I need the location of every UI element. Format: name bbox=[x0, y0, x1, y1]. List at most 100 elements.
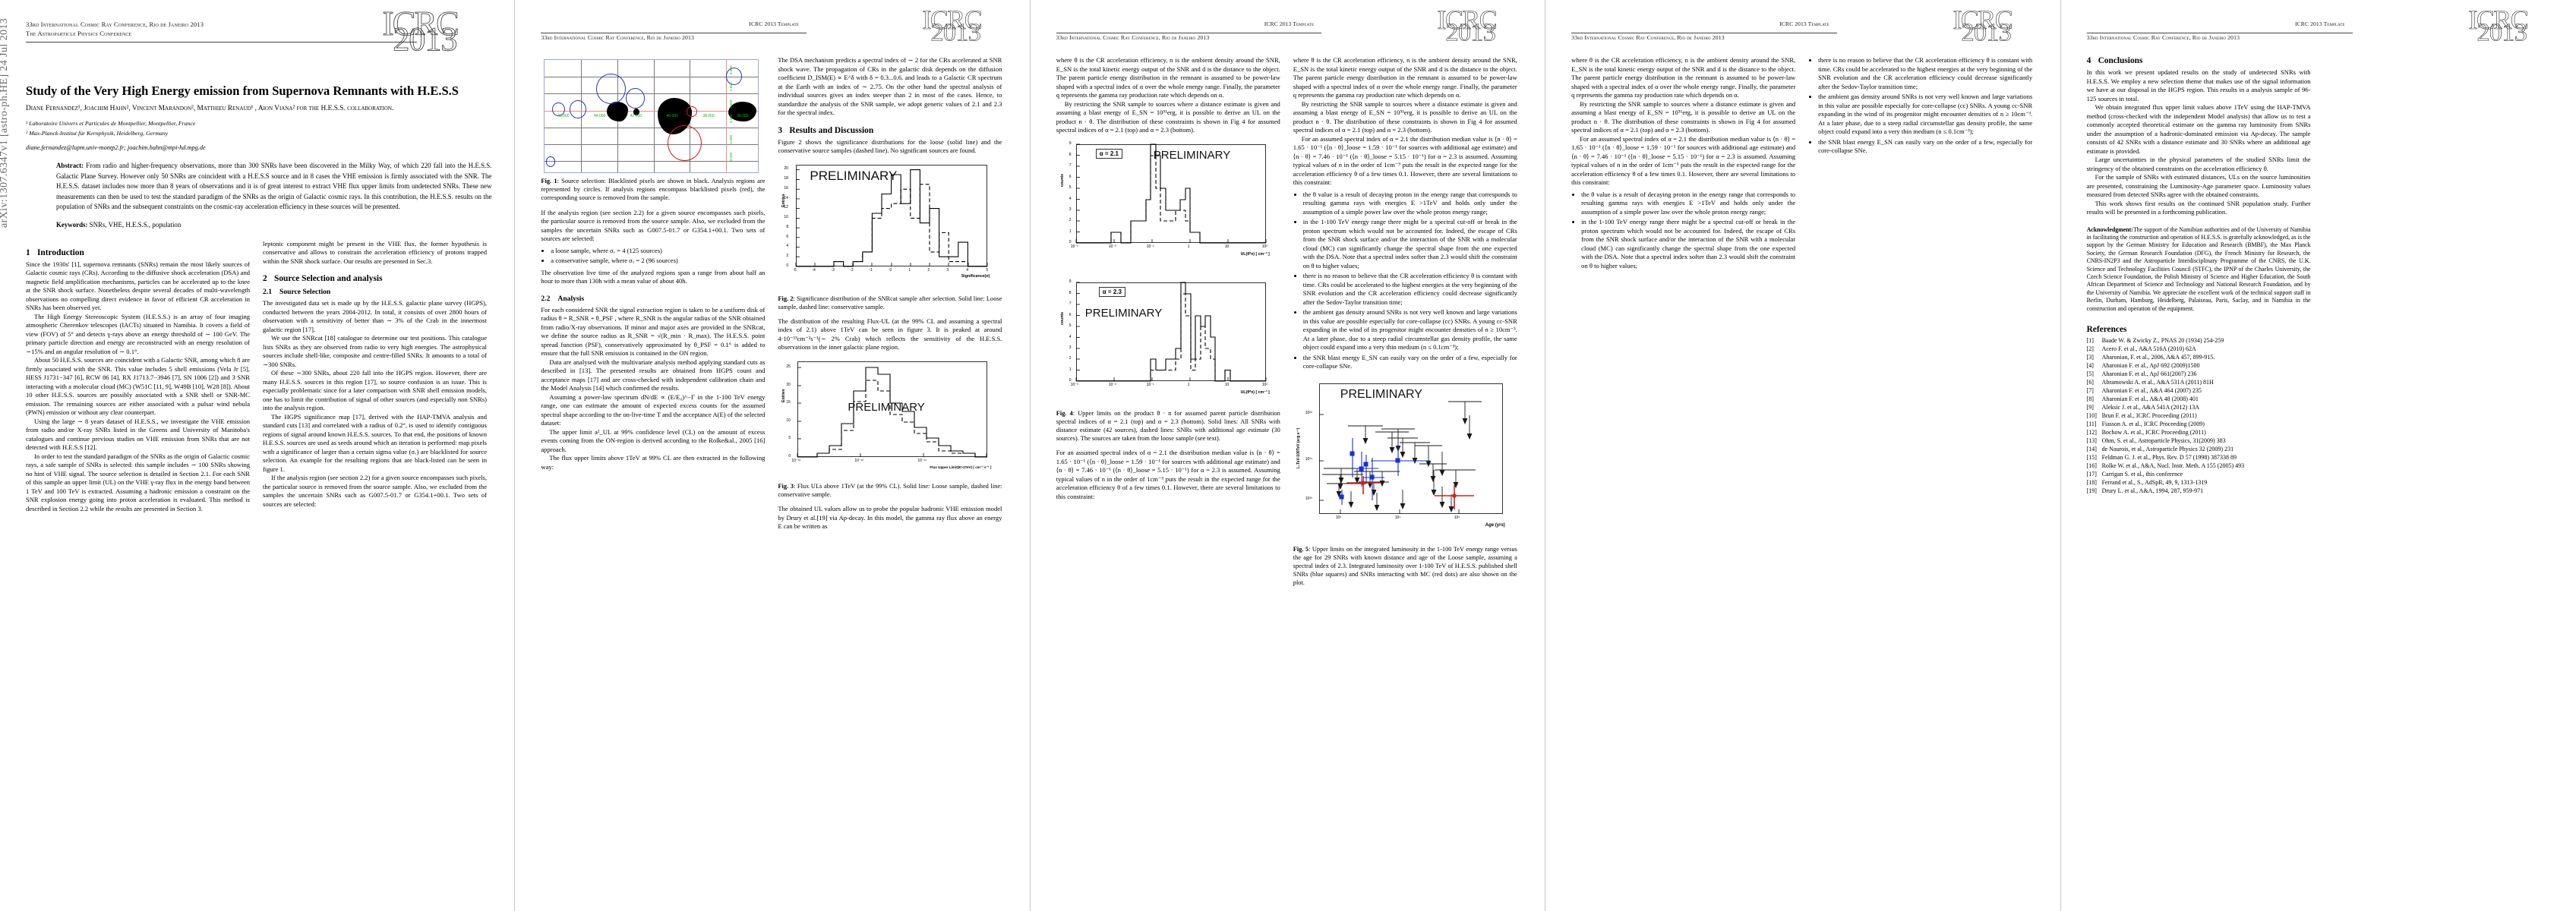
page3-col-right: where θ is the CR acceleration efficienc… bbox=[1293, 56, 1517, 594]
page1-col-right: leptonic component might be present in t… bbox=[263, 240, 487, 514]
list-item: the SNR blast energy E_SN can easily var… bbox=[1303, 354, 1517, 371]
fig1-caption: Fig. 1: Source selection: Blacklisted pi… bbox=[541, 177, 765, 203]
fig5-ytick: 10³⁴ bbox=[1305, 456, 1313, 462]
skymap-xtick: 36.000 bbox=[737, 114, 749, 119]
list-item: there is no reason to believe that the C… bbox=[1818, 56, 2032, 91]
fig2-xtick: 3 bbox=[946, 267, 949, 273]
affiliation-2: ² Max-Planck-Institut für Kernphysik, He… bbox=[26, 129, 169, 137]
source-sample-bullets: a loose sample, where σᵥ = 4 (125 source… bbox=[541, 247, 765, 266]
page-2: ICRC 2013 Template 33rd International Co… bbox=[515, 0, 1031, 911]
page-4: ICRC 2013 Template 33rd International Co… bbox=[1545, 0, 2061, 911]
subsection-title: Analysis bbox=[557, 294, 585, 303]
reference-text: Aharonian, F. et al., 2006, A&A 457, 899… bbox=[2101, 353, 2215, 361]
page2-col-left: 46.000 44.000 42.000 40.000 38.000 36.00… bbox=[541, 56, 765, 531]
reference-item: [10] Brun F. et al., ICRC Proceeding (201… bbox=[2087, 412, 2311, 421]
fig3-label: Fig. 3 bbox=[778, 482, 794, 490]
reference-text: Acero F. et al., A&A 516A (2010) 62A bbox=[2101, 345, 2196, 352]
fig5-xtick: 10⁵ bbox=[1454, 515, 1460, 520]
reference-number: [13] bbox=[2086, 437, 2097, 444]
results-restricting-para: By restricting the SNR sample to sources… bbox=[1571, 99, 1796, 134]
reference-item: [1] Baade W. & Zwicky Z., PNAS 20 (1934) … bbox=[2087, 337, 2311, 345]
keywords-text: SNRs, VHE, H.E.S.S., population bbox=[89, 220, 182, 229]
runhead-line1: 33rd International Cosmic Ray Conference… bbox=[1056, 34, 1210, 41]
reference-item: [15] Feldman G. J. et al., Phys. Rev. D 5… bbox=[2087, 454, 2311, 462]
fig4-top-xtick: 1 bbox=[1187, 244, 1190, 249]
running-head: ICRC 2013 Template 33rd International Co… bbox=[1056, 6, 1522, 56]
fig4-bottom-ytick: 8 bbox=[1069, 290, 1072, 295]
reference-item: [8] Aharonian F. et al., A&A 48 (2008) 40… bbox=[2087, 396, 2311, 404]
fig4-top-xlabel: UL(θ*n) [ cm⁻³ ] bbox=[1240, 251, 1270, 257]
results-para-4: where θ is the CR acceleration efficienc… bbox=[1056, 56, 1280, 99]
reference-item: [9] Aleksic J. et al., A&A 541A (2012) 13… bbox=[2087, 404, 2311, 412]
running-head: 33rd International Cosmic Ray Conference… bbox=[26, 5, 491, 73]
results-para-2: The distribution of the resulting Flux-U… bbox=[778, 317, 1002, 351]
results-constraint-para: For an assumed spectral index of α = 2.1… bbox=[1571, 134, 1796, 187]
skymap-ytick: 3.000 bbox=[729, 65, 734, 75]
fig2-xtick: -2 bbox=[850, 267, 854, 273]
sel-para-1: The investigated data set is made up by … bbox=[263, 299, 487, 333]
list-item: a conservative sample, where σᵥ = 2 (96 … bbox=[551, 257, 765, 266]
runhead-line1: 33rd International Cosmic Ray Conference… bbox=[541, 34, 695, 41]
sel-para-3: Of these ∼300 SNRs, about 220 fall into … bbox=[263, 369, 487, 412]
runhead-line1: 33rd International Cosmic Ray Conference… bbox=[1571, 34, 1725, 41]
page1-columns: 1 Introduction Since the 1930s' [1], supe… bbox=[26, 240, 491, 514]
reference-number: [11] bbox=[2086, 420, 2097, 427]
results-para-6: For an assumed spectral index of α = 2.1… bbox=[1056, 449, 1280, 500]
fig2-ytick: 20 bbox=[784, 165, 788, 171]
fig3-fluxul-chart: Entries PRELIMINARY bbox=[778, 356, 993, 478]
fig4-top-xtick: 10⁻³ bbox=[1070, 244, 1078, 249]
acknowledgements-label: Acknowledgment: bbox=[2086, 225, 2133, 233]
fig4-top-ytick: 1 bbox=[1069, 229, 1072, 234]
fig4-bottom-xtick: 10 bbox=[1224, 382, 1230, 387]
reference-item: [19] Drury L. et al., A&A, 1994, 287, 959… bbox=[2087, 487, 2311, 496]
section-number: 1 bbox=[26, 247, 30, 257]
fig4-bottom-preliminary-watermark: PRELIMINARY bbox=[1084, 306, 1163, 320]
keywords-label: Keywords: bbox=[56, 220, 88, 229]
fig2-label: Fig. 2 bbox=[778, 295, 794, 302]
fig2-significance-chart: Entries PRELIMINARY bbox=[778, 159, 993, 291]
fig5-xlabel: Age (yrs) bbox=[1485, 522, 1505, 528]
runhead-template: ICRC 2013 Template bbox=[749, 20, 799, 27]
runhead-template: ICRC 2013 Template bbox=[1779, 20, 1829, 27]
fig2-ytick: 4 bbox=[786, 243, 789, 248]
analysis-para-2: Data are analysed with the multivariate … bbox=[541, 358, 766, 392]
runhead-line2: The Astroparticle Physics Conference bbox=[26, 30, 132, 37]
analysis-region-circle-excluded bbox=[687, 106, 698, 118]
fig3-preliminary-watermark: PRELIMINARY bbox=[848, 400, 925, 414]
section-number: 2 bbox=[263, 274, 267, 284]
fig4-top-ytick: 7 bbox=[1069, 162, 1072, 168]
fig5-scatter-markers bbox=[1318, 401, 1482, 514]
conclusion-para-1: In this work we present updated results … bbox=[2086, 68, 2311, 102]
results-para-1: Figure 2 shows the significance distribu… bbox=[778, 137, 1002, 155]
fig2-xlabel: Significance(σ) bbox=[961, 273, 990, 279]
analysis-region-circle-excluded bbox=[667, 125, 702, 162]
runhead-line1: 33rd International Cosmic Ray Conference… bbox=[2086, 34, 2240, 41]
reference-text: Bochow A. et al., ICRC Proceeding (2011) bbox=[2101, 428, 2206, 436]
fig3-ytick: 15 bbox=[786, 399, 791, 405]
page-5: ICRC 2013 Template 33rd International Co… bbox=[2060, 0, 2576, 911]
running-head: ICRC 2013 Template 33rd International Co… bbox=[541, 6, 1006, 56]
sel-after-bullets: The observation live time of the analyze… bbox=[541, 268, 766, 285]
fig4-caption: Fig. 4: Upper limits on the product θ · … bbox=[1056, 409, 1280, 443]
list-item: in the 1-100 TeV energy range there migh… bbox=[1581, 218, 1795, 270]
fig4-top-ytick: 9 bbox=[1069, 140, 1072, 146]
list-item: the SNR blast energy E_SN can easily var… bbox=[1818, 138, 2032, 156]
fig5-luminosity-age-chart: L₁TeV-100TeV (erg s⁻¹) PRELIMINARY bbox=[1293, 378, 1508, 541]
skymap-ytick: 2.000 bbox=[729, 82, 734, 92]
section-heading-introduction: 1 Introduction bbox=[26, 248, 250, 257]
fig2-xtick: -5 bbox=[793, 267, 797, 273]
abstract-text: From radio and higher-frequency observat… bbox=[56, 162, 492, 211]
reference-number: [2] bbox=[2086, 345, 2094, 352]
reference-number: [16] bbox=[2086, 462, 2097, 469]
list-item: a loose sample, where σᵥ = 4 (125 source… bbox=[551, 247, 765, 256]
author-list: Diane Fernandez¹, Joachim Hahn², Vincent… bbox=[26, 105, 394, 112]
fig4-label: Fig. 4 bbox=[1056, 409, 1073, 417]
fig3-ytick: 0 bbox=[788, 453, 791, 459]
analysis-para-1: For each considered SNR the signal extra… bbox=[541, 305, 766, 358]
fig4-bottom-ytick: 9 bbox=[1069, 279, 1072, 284]
reference-number: [15] bbox=[2086, 453, 2097, 461]
subsection-heading-analysis: 2.2 Analysis bbox=[541, 295, 765, 303]
fig4-top-xtick: 10⁻² bbox=[1108, 244, 1116, 249]
reference-number: [6] bbox=[2086, 378, 2094, 386]
